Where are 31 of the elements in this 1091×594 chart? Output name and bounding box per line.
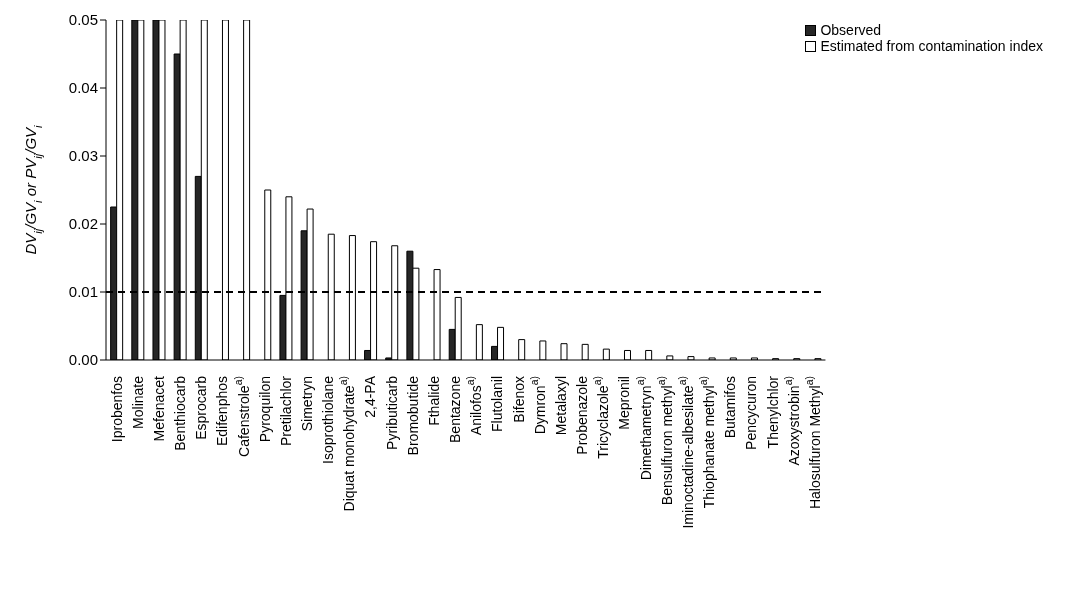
- x-tick-label: Metalaxyl: [552, 376, 569, 436]
- x-tick-label: Flutolanil: [489, 376, 506, 433]
- x-tick-label: Thenylchlor: [764, 375, 781, 449]
- x-tick-label: Bentazone: [447, 375, 464, 443]
- x-tick-label: Pencycuron: [743, 376, 760, 450]
- y-tick-label: 0.04: [68, 79, 98, 97]
- x-tick-label: Edifenphos: [214, 376, 231, 447]
- x-tick-label: Isoprothiolane: [320, 375, 337, 464]
- y-tick-label: 0.05: [68, 11, 98, 29]
- y-tick-label: 0.03: [68, 147, 98, 165]
- x-tick-label: Mefenacet: [150, 375, 167, 442]
- x-tick-label: Pyroquilon: [256, 376, 273, 443]
- x-tick-label: Bifenox: [510, 376, 527, 423]
- legend-label: Observed: [820, 22, 882, 38]
- y-tick-label: 0.01: [68, 283, 98, 301]
- x-tick-label: Probenazole: [574, 375, 591, 455]
- legend-label: Estimated from contamination index: [820, 38, 1043, 54]
- x-tick-label: Butamifos: [722, 376, 739, 439]
- y-tick-label: 0.02: [68, 215, 98, 233]
- x-tick-label: 2,4-PA: [362, 375, 379, 418]
- y-tick-label: 0.00: [68, 351, 98, 369]
- x-tick-label: Mepronil: [616, 376, 633, 430]
- x-tick-label: Simetryn: [299, 376, 316, 432]
- x-tick-label: Pyributicarb: [383, 375, 400, 450]
- x-tick-label: Esprocarb: [193, 375, 210, 440]
- x-tick-label: Molinate: [129, 375, 146, 429]
- x-tick-label: Benthiocarb: [172, 375, 189, 451]
- x-tick-label: Pretilachlor: [277, 375, 294, 447]
- x-tick-label: Fthalide: [425, 375, 442, 426]
- x-tick-label: Iprobenfos: [108, 376, 125, 443]
- x-tick-label: Bromobutide: [404, 375, 421, 456]
